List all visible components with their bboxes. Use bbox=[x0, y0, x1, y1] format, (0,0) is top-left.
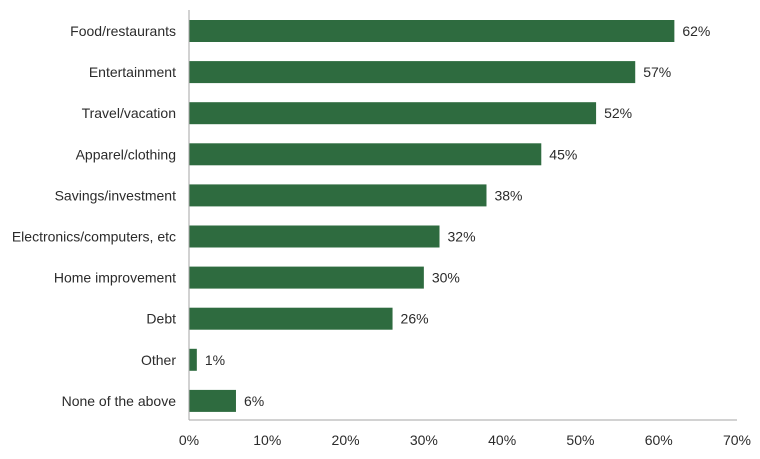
axes-group bbox=[188, 10, 737, 421]
value-label: 38% bbox=[494, 187, 522, 203]
value-label: 57% bbox=[643, 64, 671, 80]
category-label: Savings/investment bbox=[55, 187, 177, 203]
category-label: Home improvement bbox=[54, 270, 176, 286]
bar-5 bbox=[189, 225, 440, 248]
bar-2 bbox=[189, 102, 597, 125]
value-label: 6% bbox=[244, 393, 264, 409]
value-label: 45% bbox=[549, 146, 577, 162]
x-tick-label: 60% bbox=[645, 432, 673, 448]
x-tick-label: 70% bbox=[723, 432, 751, 448]
category-label: None of the above bbox=[62, 393, 177, 409]
x-tick-label: 40% bbox=[488, 432, 516, 448]
x-tick-label: 30% bbox=[410, 432, 438, 448]
x-tick-label: 10% bbox=[253, 432, 281, 448]
bar-3 bbox=[189, 143, 542, 166]
bar-7 bbox=[189, 307, 393, 330]
category-label: Travel/vacation bbox=[82, 105, 176, 121]
value-label: 52% bbox=[604, 105, 632, 121]
category-label: Electronics/computers, etc bbox=[12, 229, 176, 245]
value-label: 1% bbox=[205, 352, 225, 368]
bar-6 bbox=[189, 266, 424, 289]
value-label: 32% bbox=[448, 229, 476, 245]
value-label: 30% bbox=[432, 270, 460, 286]
category-label: Other bbox=[141, 352, 176, 368]
category-label: Entertainment bbox=[89, 64, 176, 80]
bar-4 bbox=[189, 184, 487, 207]
x-tick-label: 0% bbox=[179, 432, 199, 448]
category-label: Apparel/clothing bbox=[76, 146, 176, 162]
value-label: 62% bbox=[682, 23, 710, 39]
x-tick-label: 20% bbox=[332, 432, 360, 448]
x-tick-label: 50% bbox=[566, 432, 594, 448]
bar-0 bbox=[189, 20, 675, 42]
bars-group bbox=[189, 20, 675, 412]
value-label: 26% bbox=[401, 311, 429, 327]
bar-8 bbox=[189, 348, 197, 371]
bar-9 bbox=[189, 389, 236, 412]
bar-1 bbox=[189, 61, 636, 84]
labels-group: Food/restaurants 62% Entertainment 57% Trave… bbox=[12, 23, 751, 448]
category-label: Food/restaurants bbox=[70, 23, 176, 39]
category-label: Debt bbox=[146, 311, 176, 327]
